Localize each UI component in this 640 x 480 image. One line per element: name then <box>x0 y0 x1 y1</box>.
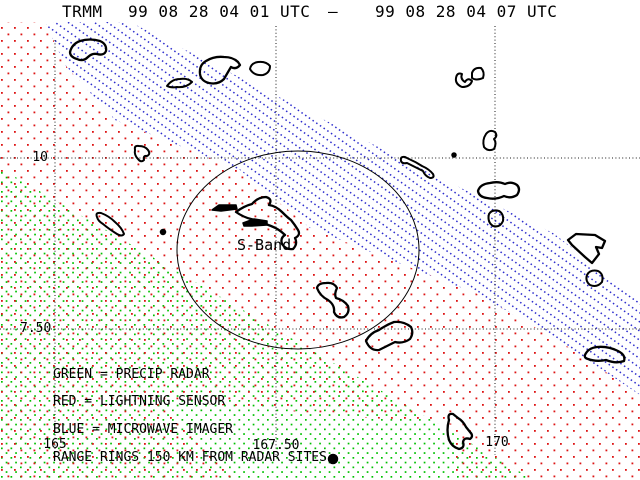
legend-microwave: BLUE = MICROWAVE IMAGER <box>53 422 233 437</box>
island-central-tail <box>211 204 238 212</box>
lat-label-7-50: 7.50 <box>20 321 51 336</box>
lon-label-170: 170 <box>485 435 508 450</box>
island-bean-east <box>487 209 505 228</box>
island-far-east-large <box>566 232 607 265</box>
microwave-imager-swath <box>45 22 640 395</box>
island-sliver-north <box>166 77 193 89</box>
island-ne-west <box>454 72 473 88</box>
island-central-main <box>234 195 301 251</box>
start-time: 99 08 28 04 01 UTC <box>128 2 310 21</box>
island-bottom-right <box>583 345 626 364</box>
island-s-wide <box>364 320 414 352</box>
graticule <box>0 26 640 456</box>
legend-precip-radar: GREEN = PRECIP RADAR <box>53 367 210 382</box>
legend: GREEN = PRECIP RADAR RED = LIGHTNING SEN… <box>53 367 327 465</box>
lat-label-10: 10 <box>32 150 48 165</box>
island-elongated-east <box>476 181 521 200</box>
island-ring-north <box>249 60 271 77</box>
lon-label-167-50: 167.50 <box>253 438 300 453</box>
lon-label-165: 165 <box>43 437 66 452</box>
island-atoll-nw <box>68 38 108 62</box>
title-bar: TRMM 99 08 28 04 01 UTC — 99 08 28 04 07… <box>62 2 557 21</box>
range-ring <box>176 150 420 350</box>
island-on-170-line <box>482 129 498 152</box>
island-atoll-north <box>198 55 242 85</box>
title-separator: — <box>328 2 338 21</box>
islet-dot-center <box>451 152 457 158</box>
island-hook-center <box>399 155 435 179</box>
mission-name: TRMM <box>62 2 103 21</box>
legend-lightning: RED = LIGHTNING SENSOR <box>53 394 225 409</box>
island-outlines <box>68 38 626 465</box>
island-bottom-bird <box>446 412 474 451</box>
island-islet-west <box>133 144 151 163</box>
islet-dot-sw <box>159 228 167 236</box>
island-far-east-ring <box>585 269 604 287</box>
lightning-sensor-region <box>0 22 640 480</box>
island-ne-east <box>471 66 485 81</box>
island-central-strip <box>242 218 268 227</box>
end-time: 99 08 28 04 07 UTC <box>375 2 557 21</box>
radar-site-label: S-Band <box>237 236 291 254</box>
island-thin-sw <box>95 211 125 237</box>
radar-site-dot <box>327 453 339 465</box>
island-s-comma <box>315 281 350 319</box>
legend-range-rings: RANGE RINGS 150 KM FROM RADAR SITES <box>53 450 327 465</box>
